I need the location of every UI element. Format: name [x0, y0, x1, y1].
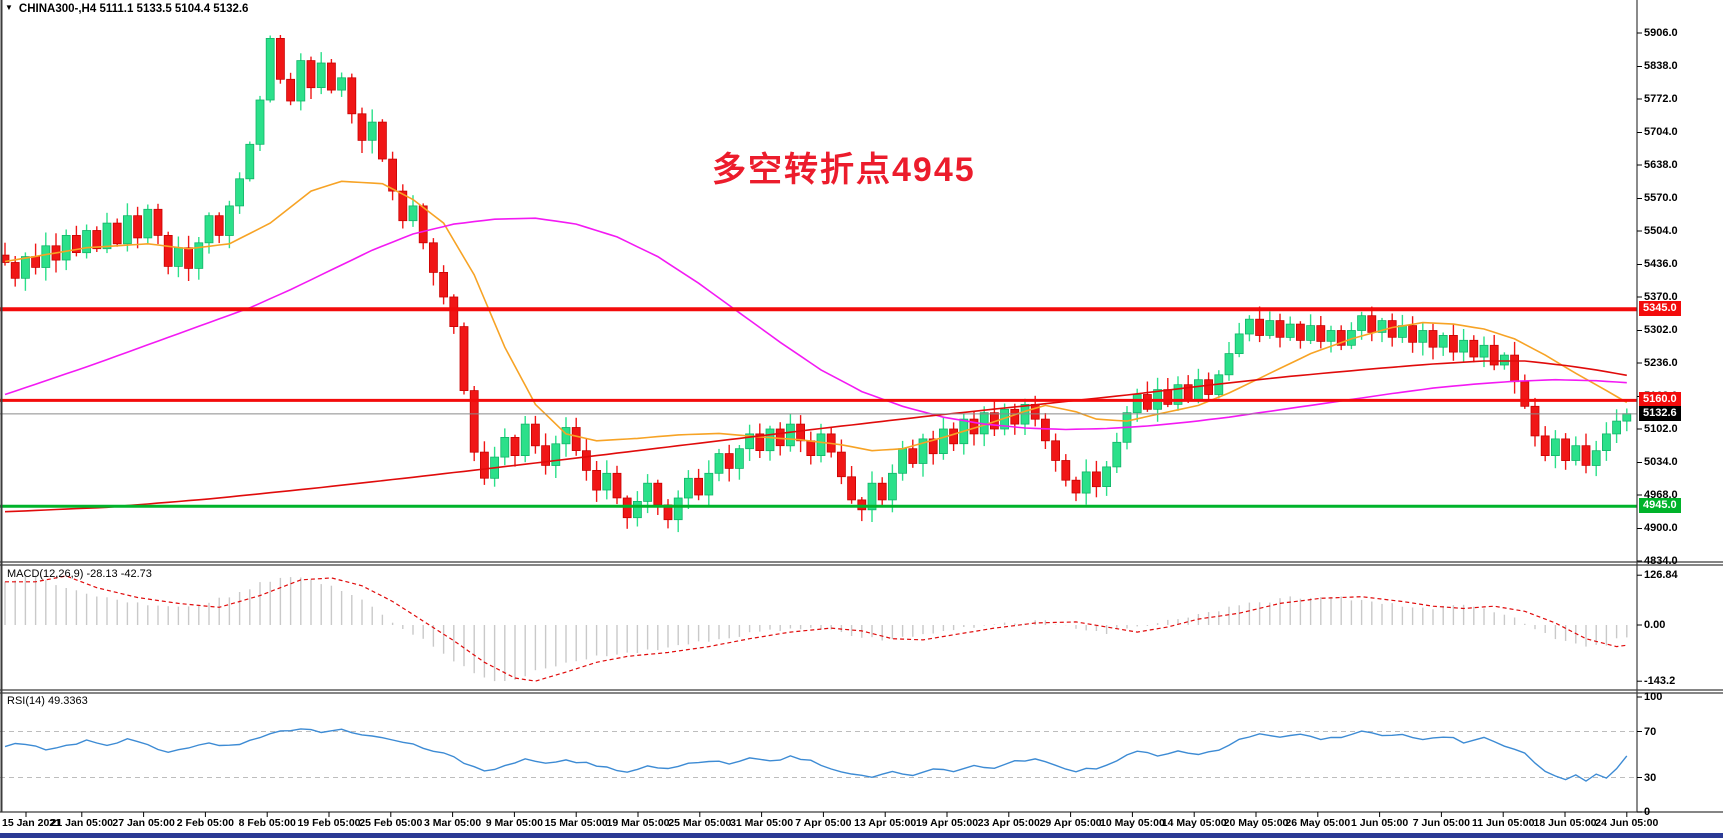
time-axis-label: 29 Apr 05:00: [1039, 817, 1102, 829]
time-axis-label: 19 Apr 05:00: [915, 817, 979, 829]
price-axis-label: 5436.0: [1644, 258, 1678, 271]
rsi-indicator-label: RSI(14) 49.3363: [7, 695, 88, 707]
rsi-axis-label: 100: [1644, 691, 1663, 703]
price-badge-5345.0: 5345.0: [1639, 301, 1681, 317]
time-axis-label: 9 Mar 05:00: [485, 817, 543, 829]
symbol-ohlc-text: CHINA300-,H4 5111.1 5133.5 5104.4 5132.6: [18, 3, 249, 15]
time-axis-label: 8 Feb 05:00: [238, 817, 296, 829]
time-axis-label: 1 Jun 05:00: [1350, 817, 1409, 829]
price-axis-label: 4968.0: [1644, 489, 1678, 501]
price-axis-label: 5772.0: [1644, 93, 1678, 105]
rsi-axis-label: 30: [1644, 771, 1657, 784]
time-axis-label: 25 Mar 05:00: [668, 817, 732, 829]
window-bottom-bar: [0, 833, 1723, 838]
symbol-title: ▼ CHINA300-,H4 5111.1 5133.5 5104.4 5132.…: [5, 3, 248, 15]
price-axis-label: 5504.0: [1644, 225, 1678, 237]
price-badge-4945.0: 4945.0: [1639, 498, 1681, 514]
time-axis-label: 24 Jun 05:00: [1595, 817, 1659, 829]
time-axis-label: 19 Mar 05:00: [606, 817, 670, 829]
price-axis-label: 5302.0: [1644, 324, 1678, 337]
time-axis-label: 18 Jun 05:00: [1533, 817, 1597, 829]
time-axis-label: 7 Apr 05:00: [795, 817, 852, 829]
macd-axis-label: -143.2: [1644, 675, 1676, 688]
candlestick-series: [0, 35, 1632, 533]
macd-histogram: [4, 575, 1628, 682]
time-axis-label: 26 May 05:00: [1285, 817, 1351, 829]
time-axis-label: 27 Jan 05:00: [112, 817, 175, 829]
time-axis-label: 10 May 05:00: [1099, 817, 1165, 829]
ma-slow-line: [4, 360, 1627, 513]
ma-mid-line: [4, 217, 1627, 431]
time-axis-label: 11 Jun 05:00: [1471, 817, 1535, 829]
price-axis-label: 5704.0: [1644, 126, 1678, 139]
rsi-axis-label: 0: [1644, 806, 1651, 818]
price-axis-label: 5236.0: [1644, 357, 1678, 369]
price-axis-label: 4834.0: [1644, 555, 1678, 567]
macd-indicator-label: MACD(12,26,9) -28.13 -42.73: [7, 568, 152, 580]
time-axis-label: 2 Feb 05:00: [176, 817, 234, 829]
time-axis-label: 31 Mar 05:00: [730, 817, 794, 829]
annotation-text: 多空转折点4945: [712, 151, 976, 189]
price-badge-5132.6: 5132.6: [1639, 405, 1681, 421]
time-axis-label: 23 Apr 05:00: [977, 817, 1040, 829]
time-axis-label: 3 Mar 05:00: [423, 817, 482, 829]
price-axis-label: 4900.0: [1644, 522, 1678, 535]
price-axis-label: 5638.0: [1644, 159, 1678, 171]
price-axis-label: 5906.0: [1644, 27, 1678, 39]
time-axis-label: 19 Feb 05:00: [297, 817, 361, 829]
price-axis-label: 5570.0: [1644, 192, 1678, 205]
price-axis-label: 5370.0: [1644, 291, 1678, 303]
time-axis-label: 21 Jan 05:00: [50, 817, 114, 829]
ma-fast-line: [4, 180, 1628, 452]
time-axis-label: 7 Jun 05:00: [1412, 817, 1470, 829]
time-axis-label: 14 May 05:00: [1161, 817, 1227, 829]
rsi-line: [4, 728, 1628, 782]
time-axis-label: 13 Apr 05:00: [854, 817, 917, 829]
macd-axis-label: 0.00: [1644, 619, 1666, 631]
time-axis-label: 15 Mar 05:00: [544, 817, 608, 829]
time-axis-label: 15 Jan 2021: [2, 817, 61, 829]
price-axis-label: 5034.0: [1644, 456, 1678, 469]
symbol-dropdown-icon[interactable]: ▼: [5, 3, 13, 12]
macd-signal-line: [5, 575, 1627, 682]
time-axis-label: 20 May 05:00: [1223, 817, 1289, 829]
price-axis-label: 5102.0: [1644, 423, 1678, 435]
macd-axis-label: 126.84: [1644, 569, 1678, 582]
price-badge-5160.0: 5160.0: [1639, 392, 1681, 408]
price-axis-label: 5838.0: [1644, 60, 1678, 73]
time-axis-label: 25 Feb 05:00: [359, 817, 423, 829]
rsi-axis-label: 70: [1644, 725, 1657, 738]
